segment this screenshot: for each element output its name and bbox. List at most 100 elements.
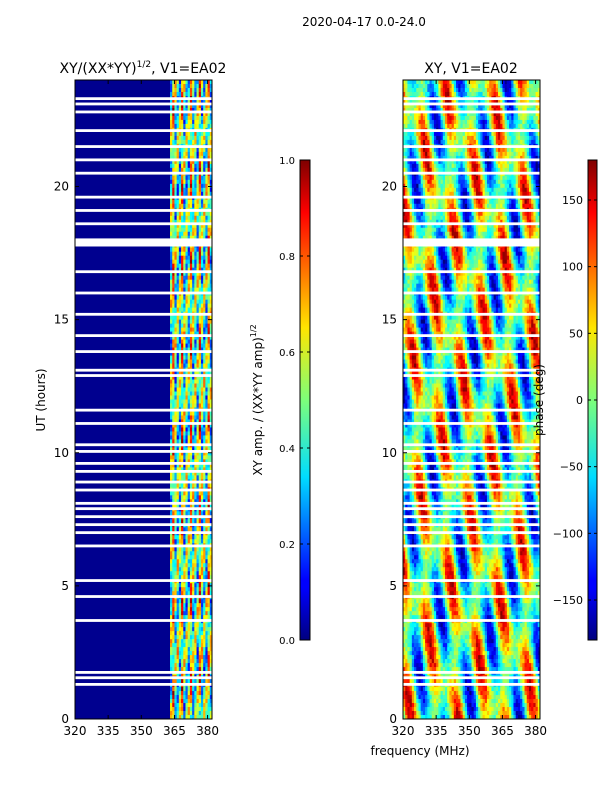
heatmap-cell [489, 159, 492, 165]
heatmap-cell [531, 179, 534, 185]
heatmap-cell [425, 167, 428, 173]
heatmap-cell [176, 335, 180, 340]
heatmap-cell [207, 159, 211, 165]
heatmap-cell [506, 103, 510, 109]
heatmap-cell [528, 151, 532, 157]
heatmap-cell [194, 167, 197, 173]
heatmap-cell [187, 83, 191, 89]
heatmap-cell [189, 647, 193, 652]
heatmap-cell [170, 227, 173, 233]
heatmap-cell [409, 99, 413, 105]
heatmap-cell [478, 155, 481, 161]
heatmap-cell [189, 631, 193, 636]
heatmap-cell [194, 415, 197, 420]
heatmap-cell [172, 307, 175, 313]
heatmap-cell [198, 411, 202, 416]
heatmap-cell [192, 635, 195, 640]
heatmap-cell [436, 107, 439, 113]
heatmap-cell [181, 575, 184, 580]
heatmap-cell [172, 87, 175, 93]
heatmap-cell [174, 467, 178, 472]
heatmap-cell [209, 299, 212, 305]
heatmap-cell [207, 247, 211, 253]
heatmap-cell [178, 451, 182, 456]
heatmap-cell [491, 91, 494, 97]
heatmap-cell [178, 347, 182, 352]
heatmap-cell [181, 247, 184, 253]
heatmap-cell [515, 155, 519, 161]
heatmap-cell [524, 187, 528, 193]
heatmap-cell [422, 179, 426, 185]
heatmap-cell [196, 551, 200, 556]
heatmap-cell [203, 567, 206, 572]
heatmap-cell [522, 80, 525, 85]
heatmap-cell [172, 511, 175, 516]
heatmap-cell [515, 119, 519, 125]
heatmap-cell [425, 179, 428, 185]
heatmap-cell [194, 175, 197, 181]
heatmap-cell [200, 635, 204, 640]
heatmap-cell [486, 99, 490, 105]
heatmap-cell [405, 119, 408, 125]
heatmap-cell [189, 347, 193, 352]
heatmap-cell [449, 163, 453, 169]
heatmap-cell [183, 343, 186, 348]
heatmap-cell [198, 283, 202, 289]
heatmap-cell [185, 255, 189, 261]
heatmap-cell [174, 123, 178, 129]
heatmap-cell [203, 411, 206, 416]
heatmap-cell [183, 583, 186, 588]
flag-gap [75, 209, 212, 212]
heatmap-cell [187, 663, 191, 668]
heatmap-cell [411, 139, 415, 145]
heatmap-cell [447, 175, 450, 181]
heatmap-cell [194, 179, 197, 185]
heatmap-cell [181, 343, 184, 348]
heatmap-cell [181, 611, 184, 616]
heatmap-cell [189, 139, 193, 145]
heatmap-cell [170, 691, 173, 696]
heatmap-cell [189, 471, 193, 476]
heatmap-cell [467, 175, 470, 181]
heatmap-cell [200, 475, 204, 480]
heatmap-cell [194, 247, 197, 253]
heatmap-cell [181, 491, 184, 496]
heatmap-cell [192, 547, 195, 552]
heatmap-cell [502, 111, 506, 117]
heatmap-cell [203, 335, 206, 340]
heatmap-cell [198, 179, 202, 185]
heatmap-cell [504, 115, 508, 121]
heatmap-cell [178, 331, 182, 336]
heatmap-cell [196, 647, 200, 652]
heatmap-cell [451, 131, 455, 137]
heatmap-cell [209, 307, 212, 313]
heatmap-cell [183, 151, 186, 157]
heatmap-cell [192, 131, 195, 137]
heatmap-cell [473, 115, 477, 121]
heatmap-cell [196, 599, 200, 604]
heatmap-cell [187, 687, 191, 692]
heatmap-cell [418, 191, 422, 197]
heatmap-cell [456, 179, 459, 185]
heatmap-cell [427, 179, 430, 185]
heatmap-cell [205, 715, 208, 719]
heatmap-cell [205, 379, 208, 384]
heatmap-cell [526, 139, 530, 145]
heatmap-cell [194, 351, 197, 356]
heatmap-cell [174, 631, 178, 636]
heatmap-cell [498, 123, 501, 129]
heatmap-cell [409, 135, 413, 141]
heatmap-cell [174, 255, 178, 261]
heatmap-cell [200, 387, 204, 392]
heatmap-cell [506, 107, 510, 113]
heatmap-cell [405, 87, 408, 93]
heatmap-cell [198, 547, 202, 552]
heatmap-cell [438, 80, 441, 85]
heatmap-cell [174, 471, 178, 476]
heatmap-cell [192, 295, 195, 301]
heatmap-cell [431, 191, 435, 197]
heatmap-cell [504, 83, 508, 89]
heatmap-cell [187, 555, 191, 560]
heatmap-cell [484, 187, 488, 193]
heatmap-cell [196, 591, 200, 596]
